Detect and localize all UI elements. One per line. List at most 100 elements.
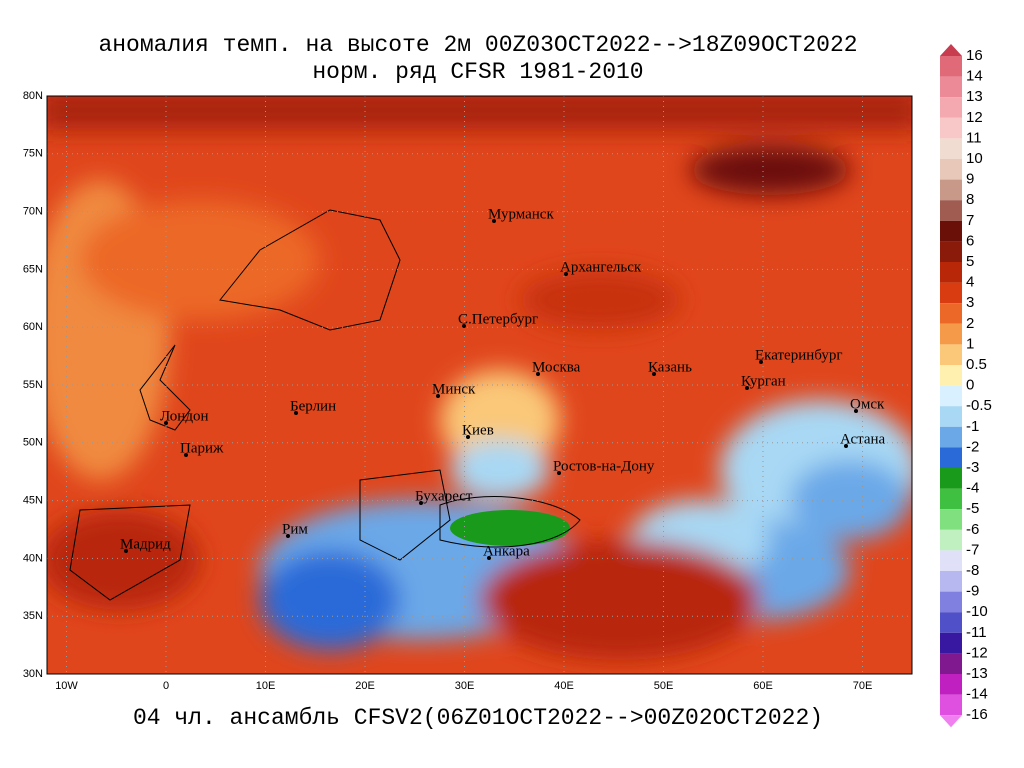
city-label: Париж	[180, 440, 224, 456]
city-dot	[436, 394, 440, 398]
lat-tick-label: 80N	[23, 90, 43, 102]
city-label: Мурманск	[488, 206, 554, 222]
colorbar-label: 7	[966, 212, 974, 229]
colorbar-swatch	[940, 385, 962, 407]
colorbar-label: 10	[966, 150, 983, 167]
colorbar-label: 14	[966, 68, 983, 85]
city-dot	[564, 272, 568, 276]
colorbar-label: 1	[966, 335, 974, 352]
colorbar-label: 0	[966, 377, 974, 394]
city-dot	[536, 372, 540, 376]
lat-tick-label: 30N	[23, 668, 43, 680]
colorbar-label: -4	[966, 480, 979, 497]
lat-tick-label: 45N	[23, 495, 43, 507]
city-label: Лондон	[160, 408, 209, 424]
lat-tick-label: 75N	[23, 148, 43, 160]
colorbar-label: -14	[966, 686, 988, 703]
city-label: Екатеринбург	[755, 347, 842, 363]
city-label: Бухарест	[415, 488, 473, 504]
colorbar-swatch	[940, 117, 962, 139]
city-label: Омск	[850, 396, 885, 412]
colorbar-swatch	[940, 56, 962, 77]
city-label: Архангельск	[560, 259, 642, 275]
colorbar-label: 6	[966, 232, 974, 249]
colorbar-label: 4	[966, 274, 974, 291]
lon-tick-label: 10E	[256, 680, 276, 692]
colorbar-swatch	[940, 571, 962, 592]
colorbar-swatch	[940, 529, 962, 551]
colorbar-label: -7	[966, 541, 979, 558]
lon-tick-label: 60E	[753, 680, 773, 692]
colorbar-label: 12	[966, 109, 983, 126]
colorbar-label: -12	[966, 644, 988, 661]
lon-tick-label: 40E	[554, 680, 574, 692]
colorbar-swatch	[940, 365, 962, 386]
colorbar-swatch	[940, 303, 962, 324]
colorbar-label: 2	[966, 315, 974, 332]
colorbar: 16 14 13 12 11 10 9 8 7 6 5 4 3 2 1 0.5 0 -0.5 -1 -2 -3 -4 -5 -…	[940, 44, 992, 728]
lon-tick-label: 30E	[455, 680, 475, 692]
colorbar-label: -5	[966, 500, 979, 517]
city-label: Мадрид	[120, 536, 171, 552]
city-label: Берлин	[290, 398, 336, 414]
city-label: Ростов-на-Дону	[553, 458, 655, 474]
city-label: Москва	[532, 359, 581, 375]
lon-tick-label: 10W	[55, 680, 78, 692]
colorbar-label: -8	[966, 562, 979, 579]
title-line2: норм. ряд CFSR 1981-2010	[312, 59, 643, 85]
city-label: Курган	[741, 373, 786, 389]
colorbar-swatch	[940, 262, 962, 283]
city-dot	[492, 219, 496, 223]
title-line1: аномалия темп. на высоте 2м 00Z03OCT2022…	[98, 32, 857, 58]
colorbar-label: -2	[966, 438, 979, 455]
city-dot	[294, 411, 298, 415]
map-frame	[46, 95, 913, 675]
lat-tick-label: 50N	[23, 437, 43, 449]
colorbar-swatch	[940, 179, 962, 201]
colorbar-swatch	[940, 344, 962, 365]
colorbar-swatch	[940, 241, 962, 262]
colorbar-end	[940, 44, 962, 56]
colorbar-swatch	[940, 509, 962, 530]
city-label: Анкара	[483, 543, 530, 559]
colorbar-swatch	[940, 200, 962, 221]
city-dot	[164, 421, 168, 425]
colorbar-swatch	[940, 488, 962, 510]
lon-tick-label: 70E	[853, 680, 873, 692]
colorbar-swatch	[940, 468, 962, 489]
city-label: Рим	[282, 521, 308, 537]
city-dot	[124, 549, 128, 553]
city-dot	[184, 453, 188, 457]
lat-tick-label: 55N	[23, 379, 43, 391]
colorbar-swatch	[940, 426, 962, 448]
city-label: Минск	[432, 381, 476, 397]
colorbar-label: 8	[966, 191, 974, 208]
colorbar-swatch	[940, 282, 962, 304]
colorbar-swatch	[940, 447, 962, 468]
colorbar-swatch	[940, 550, 962, 571]
lon-tick-label: 0	[163, 680, 169, 692]
colorbar-label: 5	[966, 253, 974, 270]
colorbar-label: -9	[966, 583, 979, 600]
colorbar-label: 13	[966, 88, 983, 105]
colorbar-swatch	[940, 612, 962, 633]
colorbar-label: 16	[966, 47, 983, 64]
city-label: С.Петербург	[458, 311, 538, 327]
lon-tick-label: 20E	[355, 680, 375, 692]
colorbar-label: 3	[966, 294, 974, 311]
colorbar-swatch	[940, 159, 962, 180]
colorbar-swatch	[940, 220, 962, 242]
colorbar-swatch	[940, 694, 962, 716]
city-dot	[466, 435, 470, 439]
colorbar-label: -0.5	[966, 397, 992, 414]
colorbar-label: 11	[966, 129, 982, 146]
map-field	[47, 96, 912, 674]
lat-tick-label: 40N	[23, 552, 43, 564]
colorbar-label: -13	[966, 665, 988, 682]
city-dot	[462, 324, 466, 328]
colorbar-swatch	[940, 591, 962, 613]
colorbar-label: -6	[966, 521, 979, 538]
city-dot	[854, 409, 858, 413]
city-dot	[487, 556, 491, 560]
